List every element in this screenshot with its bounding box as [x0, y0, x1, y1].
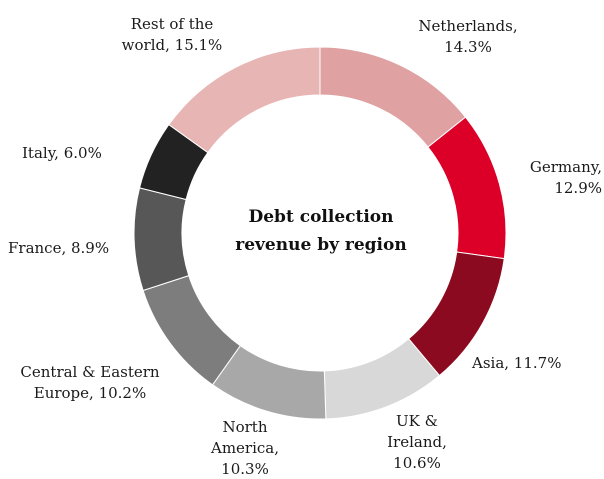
slice-france [133, 187, 190, 292]
slice-netherlands [319, 46, 467, 148]
chart-center-title: Debt collection revenue by region [235, 207, 407, 255]
slice-label-france: France, 8.9% [8, 239, 110, 257]
slice-label-uk-ireland: UK & Ireland, 10.6% [387, 412, 447, 472]
slice-label-asia: Asia, 11.7% [472, 354, 562, 372]
slice-label-italy: Italy, 6.0% [22, 144, 102, 162]
slice-label-rest-of-the-world: Rest of the world, 15.1% [121, 15, 223, 54]
slice-label-netherlands: Netherlands, 14.3% [418, 17, 518, 56]
slice-label-germany: Germany, 12.9% [529, 158, 602, 197]
slice-label-central-eastern-europe: Central & Eastern Europe, 10.2% [20, 363, 160, 402]
slice-rest-of-the-world [168, 46, 321, 154]
slice-label-north-america: North America, 10.3% [210, 418, 279, 478]
